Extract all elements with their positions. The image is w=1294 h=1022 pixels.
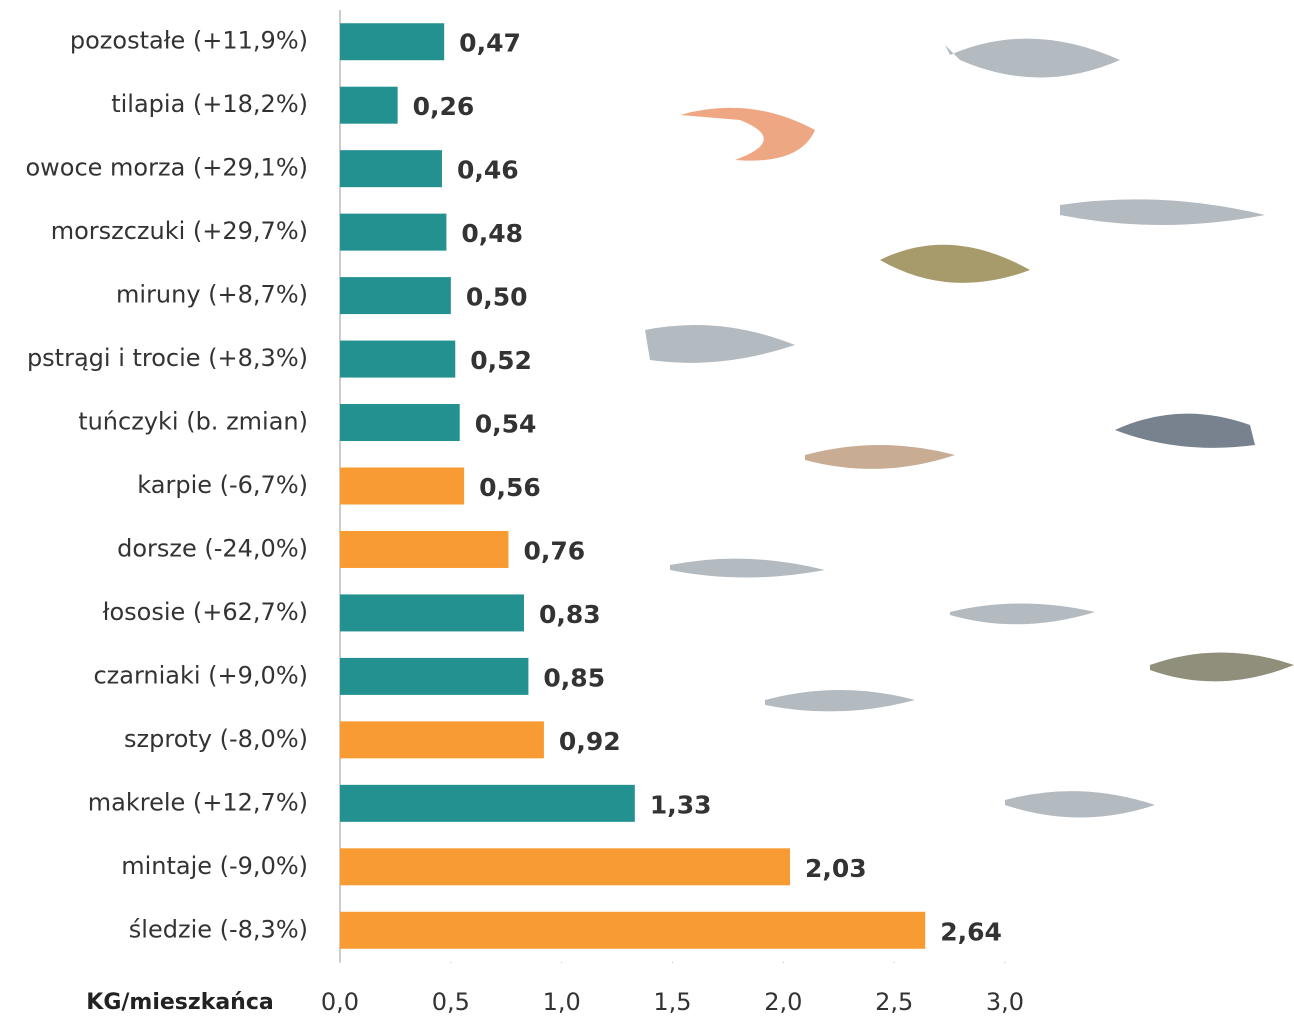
x-tick-label: 2,5 xyxy=(875,988,913,1016)
value-label: 0,83 xyxy=(539,600,601,629)
value-label: 0,92 xyxy=(559,727,621,756)
value-label: 0,56 xyxy=(479,473,541,502)
y-tick-label: miruny (+8,7%) xyxy=(116,281,308,309)
y-tick-label: łososie (+62,7%) xyxy=(103,598,308,626)
bar xyxy=(340,657,529,695)
y-tick-label: karpie (-6,7%) xyxy=(137,471,308,499)
value-label: 1,33 xyxy=(650,790,712,819)
x-tick-label: 1,5 xyxy=(653,988,691,1016)
fish-decoration xyxy=(645,38,1294,818)
x-axis-label: KG/mieszkańca xyxy=(86,990,273,1015)
y-tick-label: tuńczyki (b. zmian) xyxy=(78,408,308,436)
bar xyxy=(340,594,524,632)
bar xyxy=(340,23,445,61)
bar xyxy=(340,340,456,378)
value-label: 0,85 xyxy=(543,663,605,692)
value-label: 0,76 xyxy=(523,536,585,565)
bar xyxy=(340,467,465,505)
y-tick-label: czarniaki (+9,0%) xyxy=(93,661,308,689)
y-tick-label: tilapia (+18,2%) xyxy=(111,90,308,118)
bar xyxy=(340,848,790,886)
bar xyxy=(340,784,635,822)
x-tick-label: 2,0 xyxy=(764,988,802,1016)
value-label: 0,50 xyxy=(466,283,528,312)
bar xyxy=(340,277,451,315)
y-tick-label: mintaje (-9,0%) xyxy=(121,852,308,880)
bar xyxy=(340,86,398,124)
x-tick-label: 0,5 xyxy=(432,988,470,1016)
bar xyxy=(340,530,509,568)
y-tick-label: owoce morza (+29,1%) xyxy=(25,154,308,182)
x-tick-label: 1,0 xyxy=(543,988,581,1016)
value-label: 0,46 xyxy=(457,156,519,185)
y-tick-label: morszczuki (+29,7%) xyxy=(51,217,308,245)
y-tick-label: szproty (-8,0%) xyxy=(124,725,308,753)
value-label: 0,52 xyxy=(470,346,532,375)
y-tick-label: dorsze (-24,0%) xyxy=(117,534,308,562)
bar xyxy=(340,213,447,251)
x-tick-label: 0,0 xyxy=(321,988,359,1016)
value-label: 0,48 xyxy=(461,219,523,248)
y-tick-label: śledzie (-8,3%) xyxy=(129,915,308,943)
value-label: 0,47 xyxy=(459,29,521,58)
bar xyxy=(340,150,442,188)
y-tick-label: pstrągi i trocie (+8,3%) xyxy=(27,344,308,372)
value-label: 2,64 xyxy=(940,917,1002,946)
value-label: 0,54 xyxy=(475,410,537,439)
y-tick-label: pozostałe (+11,9%) xyxy=(70,27,308,55)
x-tick-label: 3,0 xyxy=(986,988,1024,1016)
value-label: 0,26 xyxy=(413,92,475,121)
bar xyxy=(340,404,460,442)
bar xyxy=(340,721,544,759)
y-tick-label: makrele (+12,7%) xyxy=(88,788,308,816)
value-label: 2,03 xyxy=(805,854,867,883)
bar xyxy=(340,911,926,949)
